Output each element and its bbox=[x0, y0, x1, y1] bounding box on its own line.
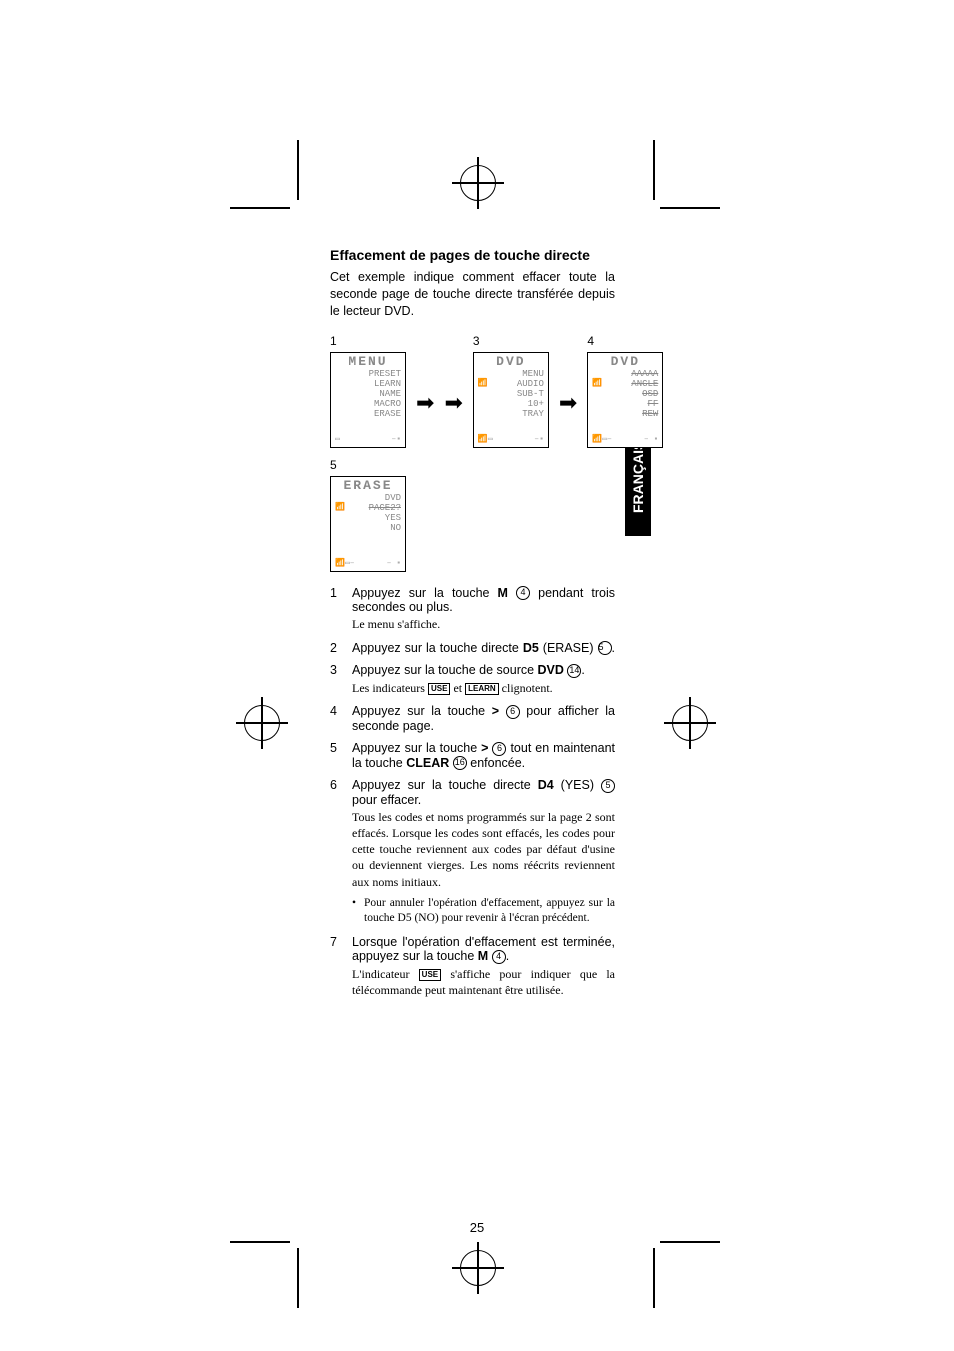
step-item: 6 Appuyez sur la touche directe D4 (YES)… bbox=[330, 778, 615, 927]
lcd-screen-5: ERASE DVD 📶PAGE2? YES NO 📶▭–– ▪ bbox=[330, 476, 406, 572]
arrow-icon: ➡ bbox=[444, 390, 462, 416]
lcd-screen-3: DVD MENU 📶AUDIO SUB-T 10+ TRAY 📶▭–▪ bbox=[473, 352, 549, 448]
step-item: 7 Lorsque l'opération d'effacement est t… bbox=[330, 935, 615, 998]
lcd-step-num: 1 bbox=[330, 334, 406, 348]
lcd-row-1: 1 MENU PRESET LEARN NAME MACRO ERASE ▭–▪… bbox=[330, 334, 615, 448]
step-item: 2 Appuyez sur la touche directe D5 (ERAS… bbox=[330, 641, 615, 656]
lcd-screen-1: MENU PRESET LEARN NAME MACRO ERASE ▭–▪ bbox=[330, 352, 406, 448]
arrow-icon: ➡ bbox=[559, 390, 577, 416]
intro-paragraph: Cet exemple indique comment effacer tout… bbox=[330, 269, 615, 320]
lcd-screen-4: DVD AAAAA 📶ANGLE OSD FF REW 📶▭–– ▪ bbox=[587, 352, 663, 448]
lcd-step-num: 5 bbox=[330, 458, 406, 472]
step-item: 5 Appuyez sur la touche > 6 tout en main… bbox=[330, 741, 615, 770]
page-content: Effacement de pages de touche directe Ce… bbox=[330, 247, 615, 1006]
step-item: 3 Appuyez sur la touche de source DVD 14… bbox=[330, 663, 615, 696]
step-item: 1 Appuyez sur la touche M 4 pendant troi… bbox=[330, 586, 615, 633]
page-number: 25 bbox=[0, 1220, 954, 1235]
arrow-icon: ➡ bbox=[416, 390, 434, 416]
lcd-step-num: 3 bbox=[473, 334, 549, 348]
step-item: 4 Appuyez sur la touche > 6 pour affiche… bbox=[330, 704, 615, 733]
section-heading: Effacement de pages de touche directe bbox=[330, 247, 615, 263]
lcd-step-num: 4 bbox=[587, 334, 663, 348]
lcd-row-2: 5 ERASE DVD 📶PAGE2? YES NO 📶▭–– ▪ bbox=[330, 458, 615, 572]
steps-list: 1 Appuyez sur la touche M 4 pendant troi… bbox=[330, 586, 615, 998]
